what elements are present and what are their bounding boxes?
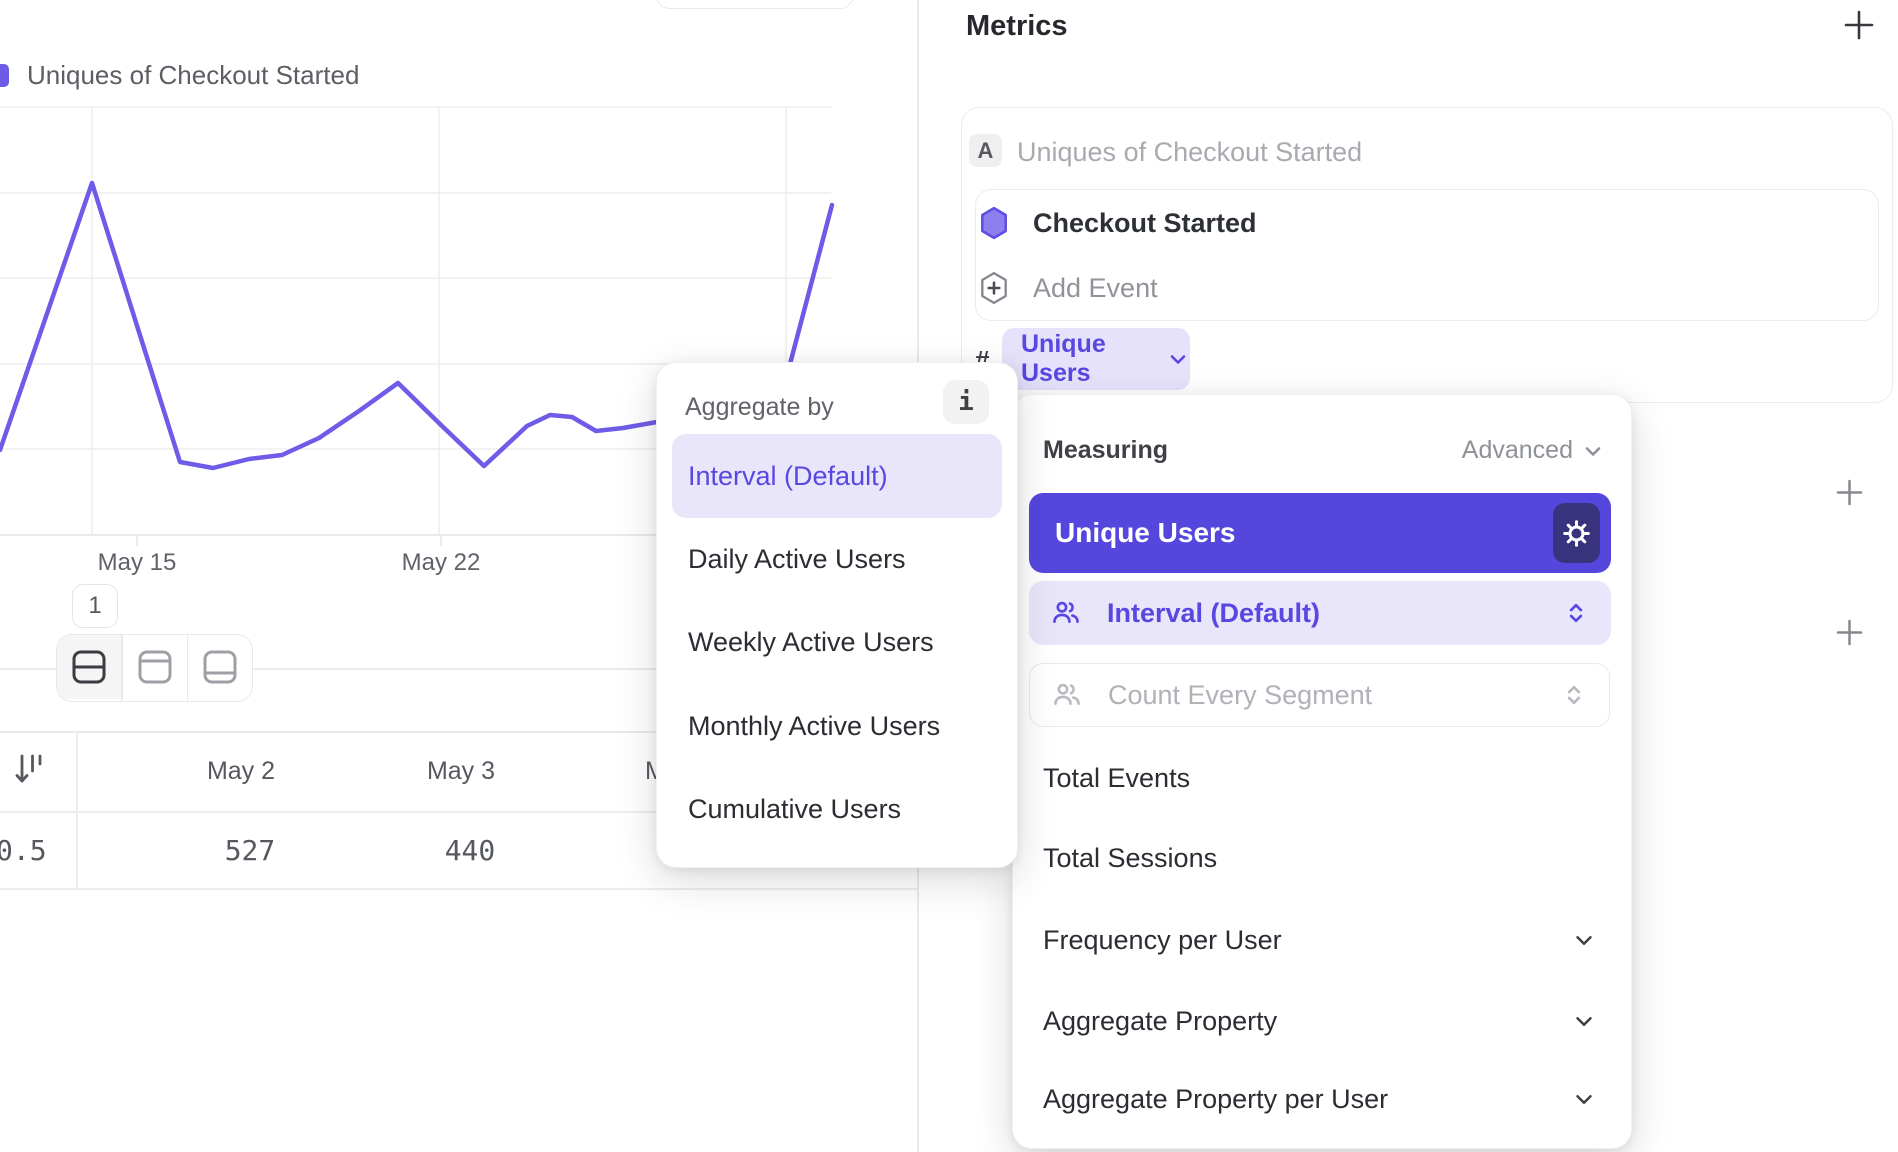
unique-users-pill-label: Unique Users [1021,330,1106,387]
page-number-badge[interactable]: 1 [72,584,118,628]
select-updown-icon [1563,600,1589,626]
section-divider [0,668,917,670]
advanced-mode-toggle[interactable]: Advanced [1462,436,1605,465]
legend-label: Uniques of Checkout Started [27,60,360,90]
table-row-border [0,888,917,890]
menu-item-aggregate-property[interactable]: Aggregate Property [1043,1005,1278,1036]
aggregate-by-label: Aggregate by [685,393,834,421]
menu-item-total-sessions[interactable]: Total Sessions [1043,842,1218,873]
add-event-row[interactable]: Add Event [979,271,1158,305]
split-horizontal-icon [70,649,108,685]
interval-selector-label: Interval (Default) [1107,597,1321,628]
table-top-border [0,731,917,733]
event-row[interactable]: Checkout Started [979,206,1257,240]
x-tick-may22: May 22 [401,549,481,576]
add-event-hexagon-plus-icon [979,271,1009,305]
unique-users-selected-label: Unique Users [1055,517,1236,548]
table-header-border [0,811,917,813]
advanced-label: Advanced [1461,436,1573,464]
gear-icon [1562,519,1591,548]
menu-item-aggregate-property-per-user[interactable]: Aggregate Property per User [1043,1083,1389,1114]
layout-split-horizontal-button[interactable] [57,635,121,699]
aggregate-option-interval[interactable]: Interval (Default) [672,434,1002,518]
people-icon [1051,598,1081,628]
menu-item-frequency-per-user[interactable]: Frequency per User [1043,924,1282,955]
x-tick-may15: May 15 [97,549,177,576]
count-every-segment-row[interactable]: Count Every Segment [1029,663,1610,727]
aggregate-option-weekly-active-users[interactable]: Weekly Active Users [688,626,934,657]
event-card [975,189,1879,321]
add-breakdown-plus-icon[interactable] [1836,619,1863,646]
menu-item-total-events[interactable]: Total Events [1043,762,1191,793]
count-every-segment-label: Count Every Segment [1108,679,1373,710]
event-hexagon-icon [979,206,1009,240]
chevron-down-icon [1166,347,1190,371]
info-button[interactable]: i [943,380,989,424]
info-icon: i [958,387,974,417]
aggregate-by-popup: Aggregate by i Interval (Default) Daily … [656,362,1018,868]
aggregate-option-monthly-active-users[interactable]: Monthly Active Users [688,710,941,741]
aggregate-option-daily-active-users[interactable]: Daily Active Users [688,543,906,574]
legend-swatch [0,64,9,87]
chart-legend: Uniques of Checkout Started [0,60,359,91]
people-icon [1052,680,1082,710]
add-filter-plus-icon[interactable] [1836,479,1863,506]
metric-title-input[interactable]: Uniques of Checkout Started [1017,137,1363,167]
panel-bottom-icon [201,649,239,685]
page-number: 1 [88,592,102,619]
sort-descending-icon[interactable] [13,751,47,789]
table-header-may2[interactable]: May 2 [206,757,276,785]
add-event-label: Add Event [1033,272,1158,303]
table-cell-may3: 440 [444,834,496,867]
interval-selector-row[interactable]: Interval (Default) [1029,581,1611,645]
metrics-title: Metrics [966,10,1068,42]
chevron-down-icon [1581,439,1605,463]
measuring-label: Measuring [1043,436,1169,464]
measuring-popup: Measuring Advanced Unique Users [1012,394,1632,1149]
select-updown-icon [1561,682,1587,708]
layout-toggle-group [56,634,253,702]
unique-users-selected-button[interactable]: Unique Users [1029,493,1611,573]
layout-panel-top-button[interactable] [123,635,187,699]
aggregate-option-cumulative-users[interactable]: Cumulative Users [688,793,902,824]
metric-letter-badge: A [969,134,1002,167]
panel-top-icon [136,649,174,685]
layout-panel-bottom-button[interactable] [188,635,252,699]
table-row-label-clipped: 0.5 [0,834,47,867]
chevron-down-icon [1571,1008,1597,1034]
metric-settings-button[interactable] [1553,503,1600,563]
table-header-may3[interactable]: May 3 [426,757,496,785]
unique-users-pill[interactable]: Unique Users [1002,328,1190,390]
chevron-down-icon [1571,1086,1597,1112]
series-line [0,180,835,471]
table-col-divider [76,731,78,889]
chevron-down-icon [1571,927,1597,953]
table-cell-may2: 527 [224,834,276,867]
event-name: Checkout Started [1033,207,1257,238]
add-metric-plus-icon[interactable] [1842,8,1876,42]
